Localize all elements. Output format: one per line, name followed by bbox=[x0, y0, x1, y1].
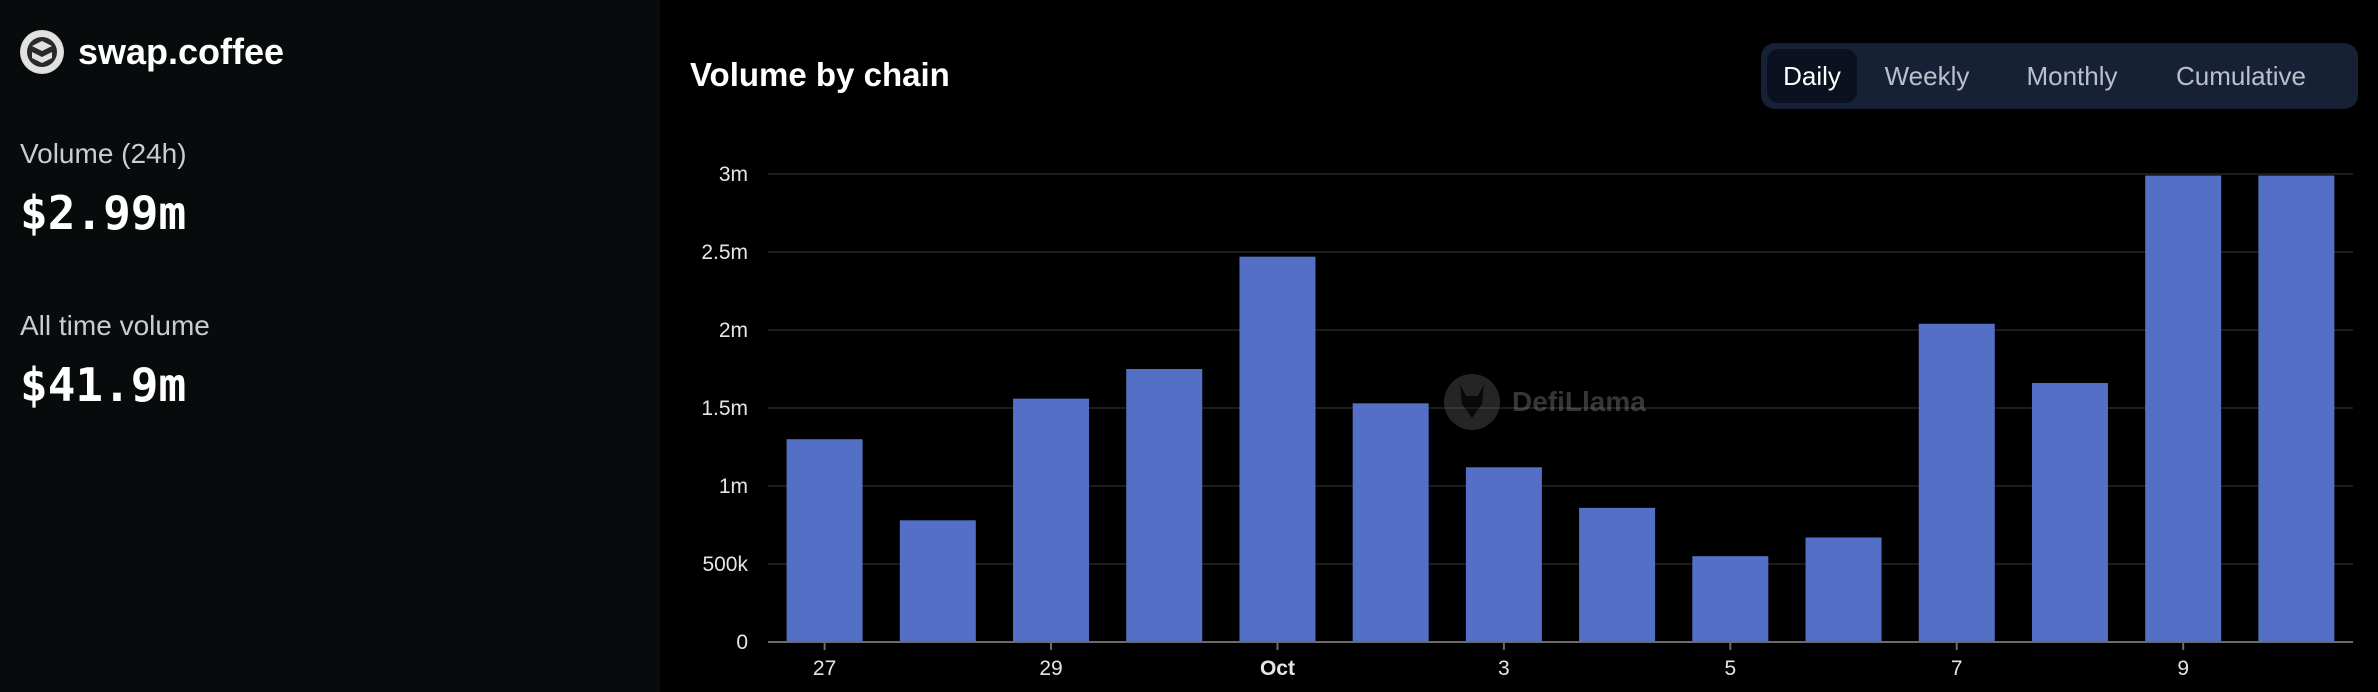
x-tick-label: Oct bbox=[1260, 657, 1295, 680]
chart-title: Volume by chain bbox=[690, 56, 950, 93]
coffee-logo-icon bbox=[20, 30, 64, 74]
brand[interactable]: swap.coffee bbox=[20, 26, 284, 78]
all-time-volume-value: $41.9m bbox=[20, 358, 187, 412]
bar[interactable] bbox=[1805, 537, 1882, 642]
bar[interactable] bbox=[2031, 383, 2108, 642]
bar[interactable] bbox=[1465, 467, 1542, 642]
brand-name: swap.coffee bbox=[78, 31, 285, 72]
defillama-watermark: DefiLlama bbox=[1440, 370, 1646, 434]
bar[interactable] bbox=[2258, 175, 2335, 642]
bar[interactable] bbox=[1239, 256, 1316, 642]
y-tick-label: 1m bbox=[719, 475, 748, 498]
watermark-text: DefiLlama bbox=[1512, 386, 1646, 417]
period-tabs: Daily Weekly Monthly Cumulative bbox=[1761, 43, 2358, 109]
y-tick-label: 2.5m bbox=[701, 241, 748, 264]
y-tick-label: 3m bbox=[719, 163, 748, 186]
bar[interactable] bbox=[1692, 556, 1769, 642]
y-tick-label: 500k bbox=[702, 553, 748, 576]
bar[interactable] bbox=[1918, 323, 1995, 642]
tab-monthly[interactable]: Monthly bbox=[2026, 60, 2118, 91]
bar[interactable] bbox=[2145, 175, 2222, 642]
chart-panel: Volume by chain Daily Weekly Monthly Cum… bbox=[660, 0, 2378, 692]
bar[interactable] bbox=[1013, 398, 1090, 642]
tab-cumulative[interactable]: Cumulative bbox=[2175, 60, 2307, 91]
y-tick-label: 0 bbox=[736, 631, 748, 654]
x-tick-label: 3 bbox=[1498, 657, 1510, 680]
y-tick-label: 2m bbox=[719, 319, 748, 342]
bar[interactable] bbox=[899, 520, 976, 642]
llama-icon bbox=[1444, 374, 1500, 430]
tab-daily[interactable]: Daily bbox=[1767, 49, 1857, 103]
x-tick-label: 7 bbox=[1951, 657, 1963, 680]
x-tick-label: 27 bbox=[813, 657, 836, 680]
y-tick-label: 1.5m bbox=[701, 397, 748, 420]
bar[interactable] bbox=[786, 439, 863, 642]
all-time-volume-label: All time volume bbox=[20, 310, 210, 341]
tab-weekly[interactable]: Weekly bbox=[1884, 60, 1970, 91]
bar[interactable] bbox=[1579, 507, 1656, 642]
volume-24h-label: Volume (24h) bbox=[20, 138, 187, 169]
sidebar: swap.coffee Volume (24h) $2.99m All time… bbox=[0, 0, 660, 692]
volume-24h-value: $2.99m bbox=[20, 186, 187, 240]
bar[interactable] bbox=[1126, 369, 1203, 642]
x-tick-label: 9 bbox=[2177, 657, 2189, 680]
bar[interactable] bbox=[1352, 403, 1429, 642]
x-tick-label: 29 bbox=[1039, 657, 1062, 680]
x-tick-label: 5 bbox=[1724, 657, 1736, 680]
bar-chart: 0 500k 1m 1.5m 2m 2.5m 3m 27 29 Oct 3 5 7 9 bbox=[701, 163, 2353, 680]
